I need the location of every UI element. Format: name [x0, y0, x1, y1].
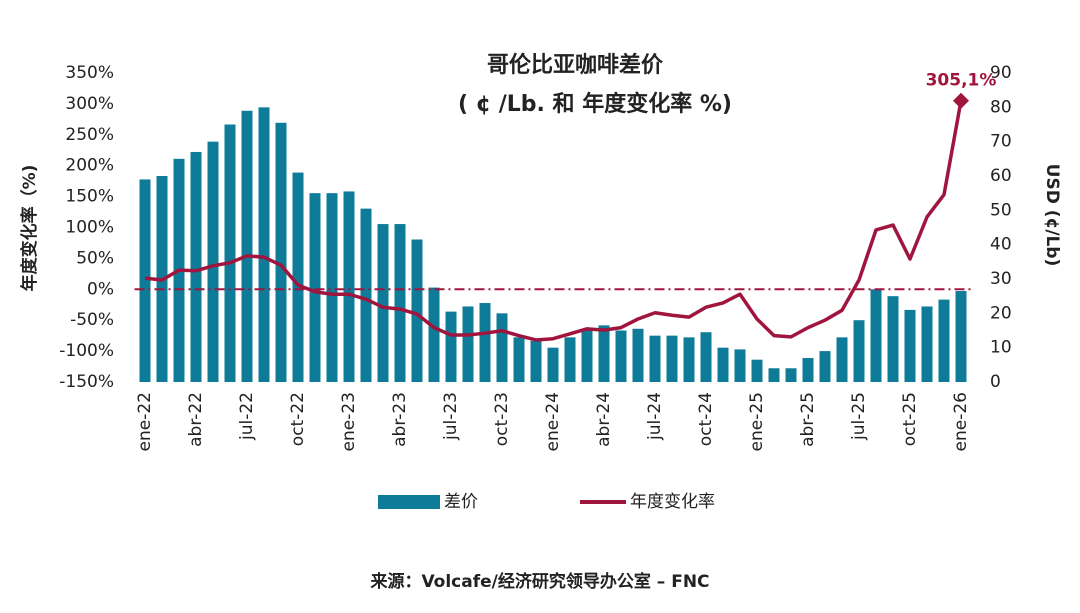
y-tick-label: -50%: [70, 310, 114, 330]
y-tick-label: 150%: [65, 187, 114, 207]
y-tick-label: 50%: [76, 248, 114, 268]
x-tick-label: oct-25: [900, 392, 920, 446]
bar: [530, 340, 542, 382]
bar: [666, 335, 678, 382]
bar: [921, 306, 933, 382]
bar: [581, 330, 593, 382]
x-tick-label: abr-23: [390, 392, 410, 447]
bar: [700, 332, 712, 382]
x-tick-label: oct-24: [696, 392, 716, 446]
x-tick-label: oct-22: [288, 392, 308, 446]
x-tick-label: ene-25: [747, 392, 767, 451]
line: [144, 100, 963, 342]
bar: [649, 335, 661, 382]
bar: [224, 124, 236, 382]
y-axis-title: 年度变化率（%): [19, 165, 40, 292]
bar: [394, 224, 406, 382]
chart-subtitle: ( ¢ /Lb. 和 年度变化率 %): [458, 91, 732, 117]
x-tick-label: jul-22: [237, 392, 257, 441]
bar: [241, 110, 253, 383]
bar: [479, 303, 491, 382]
bar: [870, 289, 882, 382]
end-marker: [953, 92, 969, 109]
bar: [292, 172, 304, 382]
bar: [564, 337, 576, 382]
bar: [717, 347, 729, 382]
value-label: 305,1%: [926, 71, 997, 91]
y2-axis-title: USD (¢/Lb): [1042, 164, 1062, 267]
x-tick-label: jul-25: [849, 392, 869, 441]
bar: [955, 291, 967, 382]
bar: [496, 313, 508, 382]
bar: [768, 368, 780, 382]
bar: [598, 325, 610, 382]
y-tick-label: 300%: [65, 94, 114, 114]
y-tick-label: -100%: [59, 341, 114, 361]
bar: [904, 309, 916, 382]
bar: [377, 224, 389, 382]
x-tick-label: abr-25: [798, 392, 818, 447]
bar: [632, 328, 644, 382]
x-tick-label: ene-26: [951, 392, 971, 451]
y2-tick-label: 10: [990, 338, 1012, 358]
x-tick-label: abr-24: [594, 392, 614, 447]
y2-tick-label: 0: [990, 372, 1001, 392]
bar: [258, 107, 270, 382]
bar: [139, 179, 151, 382]
bar: [734, 349, 746, 382]
bar: [785, 368, 797, 382]
bar: [343, 191, 355, 382]
bar: [411, 239, 423, 382]
x-tick-label: jul-24: [645, 392, 665, 441]
y2-tick-label: 40: [990, 235, 1012, 255]
legend-label: 差价: [444, 492, 478, 512]
bar: [190, 151, 202, 382]
bar: [802, 357, 814, 382]
y2-tick-label: 70: [990, 132, 1012, 152]
bar: [309, 193, 321, 382]
y-tick-label: 0%: [87, 279, 114, 299]
y2-tick-label: 20: [990, 303, 1012, 323]
x-tick-label: ene-23: [339, 392, 359, 451]
y-tick-label: 100%: [65, 218, 114, 238]
y2-tick-label: 60: [990, 166, 1012, 186]
bar: [360, 208, 372, 382]
x-tick-label: abr-22: [186, 392, 206, 447]
y2-tick-label: 80: [990, 97, 1012, 117]
bar: [445, 311, 457, 382]
bar: [887, 296, 899, 382]
y2-tick-label: 30: [990, 269, 1012, 289]
bar: [462, 306, 474, 382]
bar: [853, 320, 865, 382]
x-tick-label: ene-22: [135, 392, 155, 451]
bar: [751, 359, 763, 382]
bar: [513, 337, 525, 382]
chart-title: 哥伦比亚咖啡差价: [487, 52, 664, 78]
source-note: 来源：Volcafe/经济研究领导办公室 – FNC: [369, 571, 709, 592]
y-tick-label: 250%: [65, 125, 114, 145]
bar: [547, 347, 559, 382]
bar: [207, 141, 219, 382]
bar: [615, 330, 627, 382]
x-tick-label: ene-24: [543, 392, 563, 451]
y2-tick-label: 90: [990, 63, 1012, 83]
bar: [428, 287, 440, 382]
legend-label: 年度变化率: [630, 492, 715, 512]
x-tick-label: jul-23: [441, 392, 461, 441]
y-tick-label: 350%: [65, 63, 114, 83]
bar: [683, 337, 695, 382]
y-tick-label: 200%: [65, 156, 114, 176]
bar: [938, 299, 950, 382]
x-tick-label: oct-23: [492, 392, 512, 446]
bar: [819, 351, 831, 382]
y-tick-label: -150%: [59, 372, 114, 392]
legend-swatch: [378, 495, 440, 509]
bar: [836, 337, 848, 382]
y2-tick-label: 50: [990, 200, 1012, 220]
bar: [275, 122, 287, 383]
bar: [326, 193, 338, 382]
